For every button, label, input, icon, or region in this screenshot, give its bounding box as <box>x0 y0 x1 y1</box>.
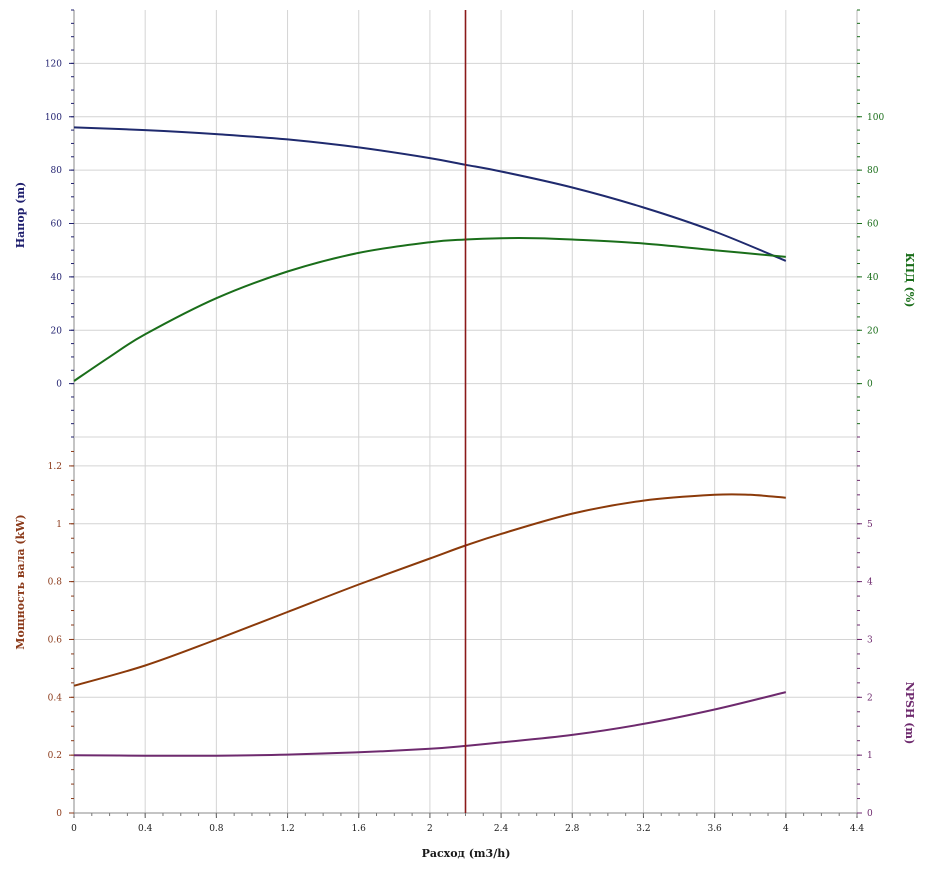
tick-labels: 0 0.4 0.8 1.2 1.6 2 2.4 2.8 3.2 3.6 4 4.40204060801… <box>45 59 885 834</box>
left-tick-label: 80 <box>51 166 63 176</box>
right-tick-label: 0 <box>867 809 873 819</box>
upper-left-axis-title: Напор (m) <box>14 182 27 248</box>
x-tick-label: 2 <box>427 824 433 834</box>
x-tick-label: 0.4 <box>138 824 153 834</box>
right-tick-label: 40 <box>867 273 879 283</box>
right-tick-label: 100 <box>867 113 884 123</box>
right-tick-label: 2 <box>867 693 873 703</box>
lower-left-axis-title: Мощность вала (kW) <box>14 514 27 649</box>
series-line-upper-left <box>73 126 787 262</box>
x-tick-label: 3.2 <box>636 824 650 834</box>
x-tick-label: 0.8 <box>209 824 224 834</box>
left-tick-label: 0.4 <box>48 693 63 703</box>
right-tick-label: 60 <box>867 220 879 230</box>
right-tick-label: 4 <box>867 578 873 588</box>
left-tick-label: 1.2 <box>48 462 62 472</box>
x-axis-title: Расход (m3/h) <box>422 847 511 860</box>
left-tick-label: 1 <box>56 520 62 530</box>
x-tick-label: 0 <box>71 824 77 834</box>
left-tick-label: 120 <box>45 59 62 69</box>
series-line-upper-right <box>73 237 786 382</box>
left-tick-label: 40 <box>51 273 63 283</box>
x-tick-label: 1.6 <box>352 824 367 834</box>
right-tick-label: 3 <box>867 635 873 645</box>
x-tick-label: 4.4 <box>850 824 865 834</box>
left-tick-label: 0 <box>56 809 62 819</box>
right-tick-label: 20 <box>867 326 879 336</box>
left-tick-label: 0 <box>56 380 62 390</box>
right-tick-label: 5 <box>867 520 873 530</box>
right-tick-label: 0 <box>867 380 873 390</box>
x-tick-label: 2.8 <box>565 824 580 834</box>
right-tick-label: 1 <box>867 751 873 761</box>
x-tick-label: 4 <box>783 824 789 834</box>
left-tick-label: 0.8 <box>48 578 63 588</box>
left-tick-label: 20 <box>51 326 63 336</box>
x-tick-label: 3.6 <box>707 824 722 834</box>
x-tick-label: 2.4 <box>494 824 509 834</box>
right-tick-label: 80 <box>867 166 879 176</box>
left-tick-label: 0.2 <box>48 751 62 761</box>
x-tick-label: 1.2 <box>280 824 294 834</box>
left-tick-label: 100 <box>45 113 62 123</box>
left-tick-label: 60 <box>51 220 63 230</box>
series-line-lower-right <box>73 691 787 757</box>
upper-right-axis-title: КПД (%) <box>903 253 916 308</box>
lower-right-axis-title: NPSH (m) <box>903 682 916 745</box>
left-tick-label: 0.6 <box>48 635 63 645</box>
